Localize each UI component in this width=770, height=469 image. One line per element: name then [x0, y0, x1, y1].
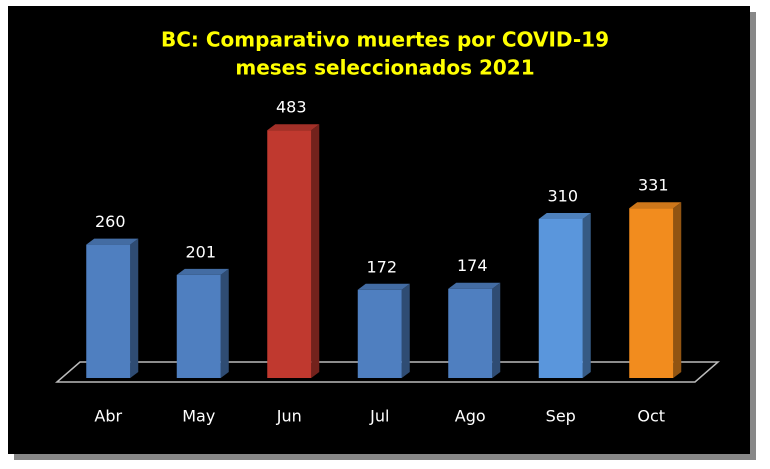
bar	[538, 218, 583, 378]
x-tick-label: Oct	[637, 407, 665, 426]
bar-side	[401, 283, 410, 378]
bar-side	[492, 282, 501, 378]
bar	[267, 130, 312, 378]
bar	[629, 208, 674, 378]
x-tick-label: Abr	[94, 407, 122, 426]
x-tick-label: Sep	[546, 407, 576, 426]
value-label: 310	[547, 186, 578, 205]
bar	[176, 274, 221, 378]
bar	[86, 244, 131, 378]
bar	[448, 288, 493, 378]
value-label: 260	[95, 212, 126, 231]
bar-top	[629, 202, 682, 209]
x-tick-label: Jul	[369, 407, 389, 426]
bar-top	[448, 282, 501, 289]
bar	[357, 289, 402, 378]
value-label: 331	[638, 176, 669, 195]
x-tick-label: May	[182, 407, 215, 426]
chart-subtitle: meses seleccionados 2021	[235, 56, 534, 80]
bar-top	[538, 212, 591, 219]
bar-top	[357, 283, 410, 290]
bar-top	[176, 268, 229, 275]
bar-top	[86, 238, 139, 245]
value-label: 174	[457, 256, 488, 275]
bar-side	[220, 268, 229, 378]
bar-side	[673, 202, 682, 378]
bar-side	[130, 238, 139, 378]
value-label: 172	[366, 257, 397, 276]
x-tick-label: Jun	[276, 407, 302, 426]
value-label: 483	[276, 98, 307, 117]
value-label: 201	[185, 242, 216, 261]
chart-title: BC: Comparativo muertes por COVID-19	[161, 28, 609, 52]
bar-top	[267, 124, 320, 131]
x-tick-label: Ago	[455, 407, 486, 426]
bar-side	[582, 212, 591, 378]
bar-side	[311, 124, 320, 378]
